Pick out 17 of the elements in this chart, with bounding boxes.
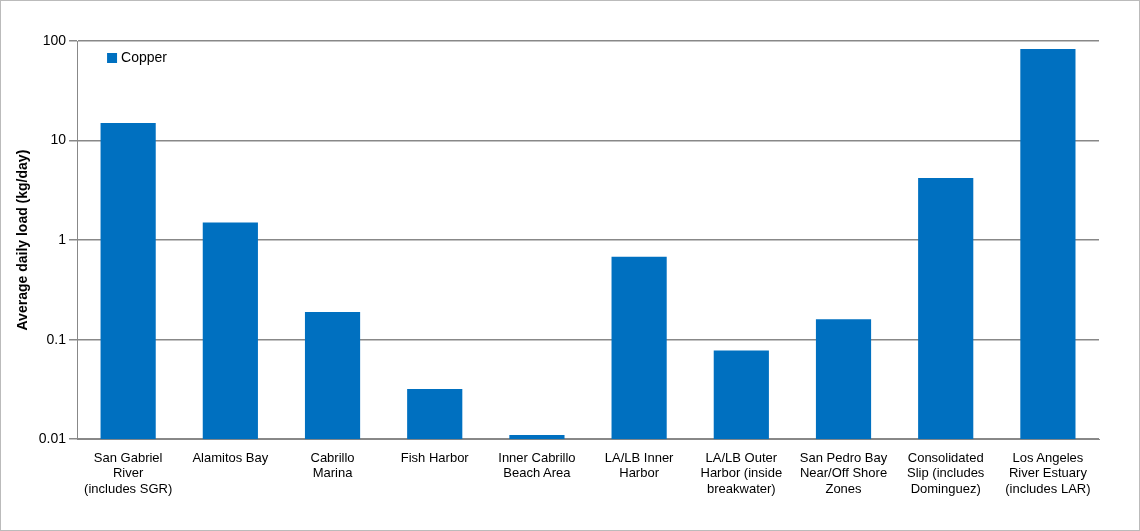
y-axis-title: Average daily load (kg/day) [14, 149, 31, 331]
x-tick-label: Inner Cabrillo Beach Area [498, 449, 576, 481]
x-tick-label: LA/LB Outer Harbor (inside breakwater) [700, 449, 783, 496]
x-tick-label: San Gabriel River (includes SGR) [84, 449, 173, 496]
x-tick-label: San Pedro Bay Near/Off Shore Zones [799, 449, 888, 496]
y-tick-label: 10 [50, 131, 67, 148]
x-tick-label: Los Angeles River Estuary (includes LAR) [1005, 449, 1091, 496]
x-tick-label: LA/LB Inner Harbor [604, 449, 675, 481]
x-tick-label: Cabrillo Marina [310, 449, 355, 481]
y-tick-label: 1 [58, 230, 67, 247]
y-tick-label: 0.1 [46, 330, 67, 347]
y-tick-label: 100 [42, 31, 67, 48]
x-tick-label: Fish Harbor [400, 449, 470, 465]
legend-label: Copper [121, 48, 168, 65]
y-tick-label: 0.01 [38, 430, 67, 447]
x-tick-label: Consolidated Slip (includes Dominguez) [907, 449, 985, 496]
x-tick-label: Alamitos Bay [192, 449, 269, 465]
